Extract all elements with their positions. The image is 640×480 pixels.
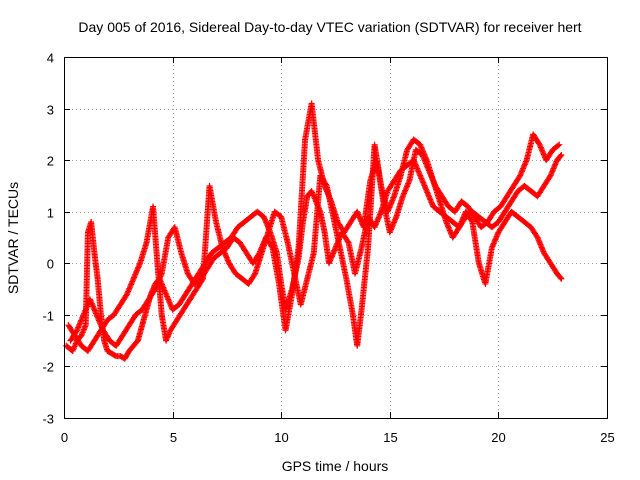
- y-tick-label: 3: [47, 103, 54, 118]
- x-tick-label: 25: [600, 430, 614, 445]
- chart-title: Day 005 of 2016, Sidereal Day-to-day VTE…: [78, 19, 581, 35]
- data-point: [468, 217, 475, 224]
- y-tick-label: -2: [42, 360, 54, 375]
- x-tick-label: 20: [491, 430, 505, 445]
- x-tick-label: 10: [274, 430, 288, 445]
- series-trace-b: [65, 136, 565, 354]
- y-tick-label: -3: [42, 412, 54, 427]
- y-tick-label: 0: [47, 257, 54, 272]
- data-point: [557, 153, 564, 160]
- data-point: [555, 142, 562, 149]
- grid: [64, 57, 607, 418]
- plot-border: [64, 57, 608, 419]
- axis-ticks: 0 5 10 15 20 25 -3 -2 -1 0 1 2 3 4: [42, 51, 614, 446]
- data-point: [558, 275, 565, 282]
- data-point: [251, 271, 258, 278]
- y-tick-label: 4: [47, 51, 54, 66]
- data-points: [63, 100, 565, 362]
- y-tick-label: 1: [47, 206, 54, 221]
- data-point: [556, 141, 563, 148]
- y-axis-label: SDTVAR / TECUs: [5, 182, 21, 294]
- data-point: [344, 238, 351, 245]
- data-point: [558, 151, 565, 158]
- x-tick-label: 5: [170, 430, 177, 445]
- x-tick-label: 15: [383, 430, 397, 445]
- y-tick-label: 2: [47, 154, 54, 169]
- y-tick-label: -1: [42, 309, 54, 324]
- series-trace-c: [67, 100, 563, 349]
- data-point: [557, 274, 564, 281]
- data-point: [268, 243, 275, 250]
- x-tick-label: 0: [61, 430, 68, 445]
- x-axis-label: GPS time / hours: [282, 458, 389, 474]
